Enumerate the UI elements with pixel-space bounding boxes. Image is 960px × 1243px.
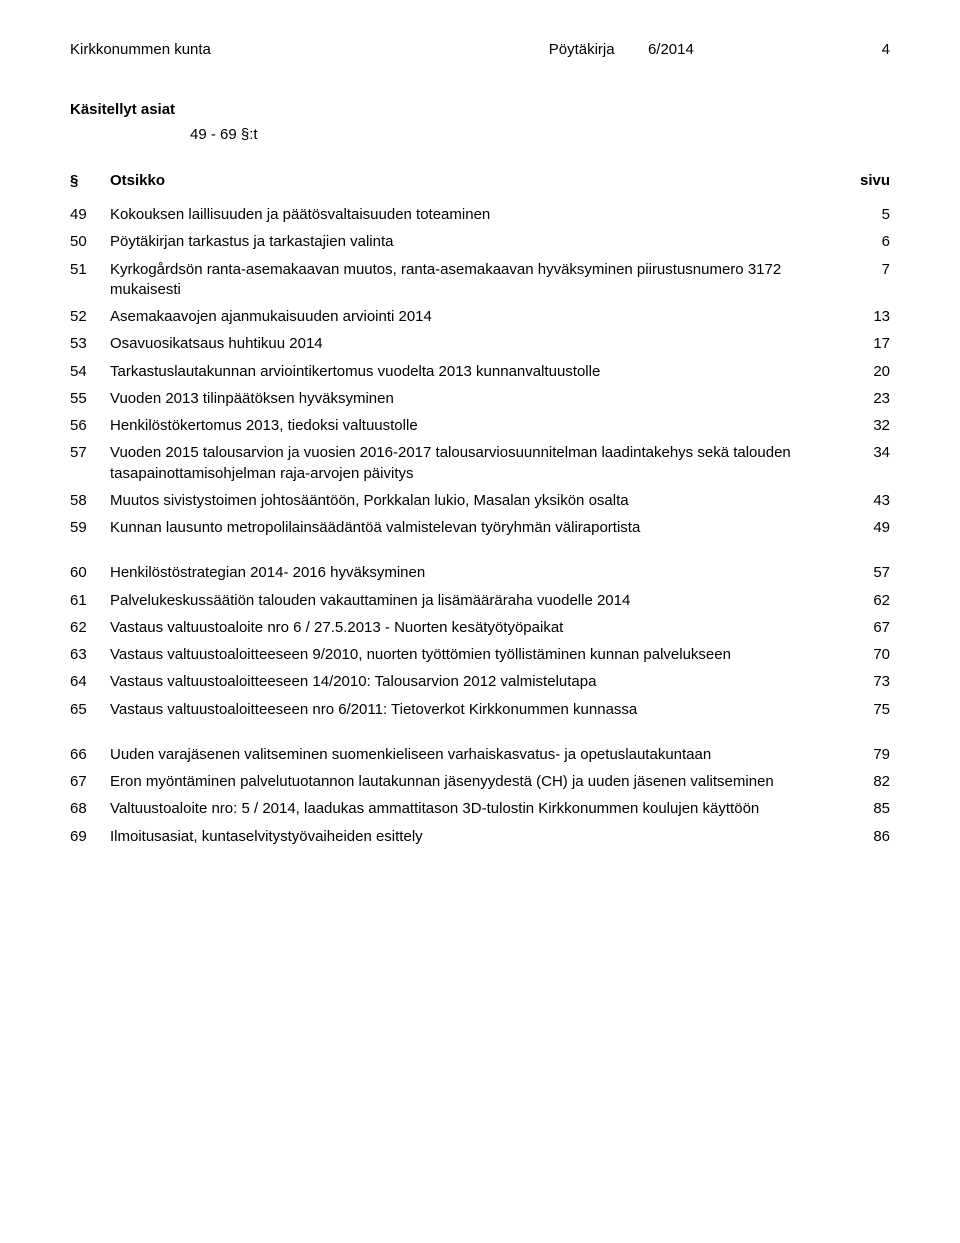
toc-item-number: 49 [70,205,110,225]
toc-item-number: 68 [70,799,110,819]
toc-body: 49Kokouksen laillisuuden ja päätösvaltai… [70,205,890,847]
toc-row: 51Kyrkogårdsön ranta-asemakaavan muutos,… [70,260,890,301]
toc-item-page: 13 [830,307,890,327]
toc-item-title: Pöytäkirjan tarkastus ja tarkastajien va… [110,232,830,252]
group-separator [70,545,890,563]
toc-item-number: 57 [70,443,110,463]
toc-item-page: 43 [830,491,890,511]
toc-row: 68Valtuustoaloite nro: 5 / 2014, laaduka… [70,799,890,819]
toc-item-page: 82 [830,772,890,792]
toc-row: 65Vastaus valtuustoaloitteeseen nro 6/20… [70,700,890,720]
toc-item-title: Vastaus valtuustoaloite nro 6 / 27.5.201… [110,618,830,638]
page-number: 4 [882,40,890,60]
toc-item-number: 62 [70,618,110,638]
toc-item-title: Valtuustoaloite nro: 5 / 2014, laadukas … [110,799,830,819]
toc-item-page: 49 [830,518,890,538]
toc-item-number: 60 [70,563,110,583]
toc-row: 57Vuoden 2015 talousarvion ja vuosien 20… [70,443,890,484]
toc-item-title: Vuoden 2015 talousarvion ja vuosien 2016… [110,443,830,484]
toc-row: 49Kokouksen laillisuuden ja päätösvaltai… [70,205,890,225]
toc-row: 66Uuden varajäsenen valitseminen suomenk… [70,745,890,765]
toc-item-number: 69 [70,827,110,847]
toc-item-page: 34 [830,443,890,463]
toc-item-number: 55 [70,389,110,409]
toc-item-page: 6 [830,232,890,252]
toc-item-title: Vuoden 2013 tilinpäätöksen hyväksyminen [110,389,830,409]
toc-item-title: Ilmoitusasiat, kuntaselvitystyövaiheiden… [110,827,830,847]
toc-row: 54Tarkastuslautakunnan arviointikertomus… [70,362,890,382]
toc-item-page: 57 [830,563,890,583]
toc-item-title: Kokouksen laillisuuden ja päätösvaltaisu… [110,205,830,225]
toc-item-title: Palvelukeskussäätiön talouden vakauttami… [110,591,830,611]
document-header: Kirkkonummen kunta Pöytäkirja 6/2014 4 [70,40,890,60]
col-header-page: sivu [830,171,890,191]
toc-item-page: 73 [830,672,890,692]
toc-item-title: Vastaus valtuustoaloitteeseen nro 6/2011… [110,700,830,720]
toc-item-page: 7 [830,260,890,280]
toc-row: 55Vuoden 2013 tilinpäätöksen hyväksymine… [70,389,890,409]
toc-item-number: 59 [70,518,110,538]
toc-row: 69Ilmoitusasiat, kuntaselvitystyövaiheid… [70,827,890,847]
toc-item-page: 32 [830,416,890,436]
doc-number: 6/2014 [648,41,694,58]
toc-item-page: 75 [830,700,890,720]
toc-item-page: 79 [830,745,890,765]
toc-item-title: Tarkastuslautakunnan arviointikertomus v… [110,362,830,382]
toc-item-number: 66 [70,745,110,765]
toc-item-title: Eron myöntäminen palvelutuotannon lautak… [110,772,830,792]
toc-item-number: 50 [70,232,110,252]
organization-name: Kirkkonummen kunta [70,40,211,60]
toc-item-number: 63 [70,645,110,665]
item-range: 49 - 69 §:t [190,125,890,145]
col-header-symbol: § [70,171,110,191]
toc-item-number: 58 [70,491,110,511]
toc-row: 64Vastaus valtuustoaloitteeseen 14/2010:… [70,672,890,692]
col-header-title: Otsikko [110,171,830,191]
toc-item-title: Kyrkogårdsön ranta-asemakaavan muutos, r… [110,260,830,301]
toc-row: 59Kunnan lausunto metropolilainsäädäntöä… [70,518,890,538]
toc-item-title: Vastaus valtuustoaloitteeseen 14/2010: T… [110,672,830,692]
toc-row: 53Osavuosikatsaus huhtikuu 201417 [70,334,890,354]
toc-item-page: 23 [830,389,890,409]
toc-column-header: § Otsikko sivu [70,171,890,191]
toc-row: 58Muutos sivistystoimen johtosääntöön, P… [70,491,890,511]
toc-item-page: 17 [830,334,890,354]
toc-row: 63Vastaus valtuustoaloitteeseen 9/2010, … [70,645,890,665]
toc-item-title: Uuden varajäsenen valitseminen suomenkie… [110,745,830,765]
toc-item-title: Kunnan lausunto metropolilainsäädäntöä v… [110,518,830,538]
toc-row: 56Henkilöstökertomus 2013, tiedoksi valt… [70,416,890,436]
toc-item-page: 67 [830,618,890,638]
toc-item-title: Vastaus valtuustoaloitteeseen 9/2010, nu… [110,645,830,665]
toc-row: 61Palvelukeskussäätiön talouden vakautta… [70,591,890,611]
toc-item-number: 67 [70,772,110,792]
toc-item-number: 64 [70,672,110,692]
toc-item-number: 65 [70,700,110,720]
toc-item-number: 56 [70,416,110,436]
toc-item-number: 61 [70,591,110,611]
toc-item-page: 62 [830,591,890,611]
doc-type-label: Pöytäkirja [549,41,615,58]
toc-item-title: Osavuosikatsaus huhtikuu 2014 [110,334,830,354]
toc-item-number: 53 [70,334,110,354]
toc-row: 52Asemakaavojen ajanmukaisuuden arvioint… [70,307,890,327]
toc-item-title: Henkilöstöstrategian 2014- 2016 hyväksym… [110,563,830,583]
toc-row: 50Pöytäkirjan tarkastus ja tarkastajien … [70,232,890,252]
toc-item-page: 86 [830,827,890,847]
group-separator [70,727,890,745]
toc-item-title: Henkilöstökertomus 2013, tiedoksi valtuu… [110,416,830,436]
toc-item-page: 70 [830,645,890,665]
toc-item-page: 20 [830,362,890,382]
toc-item-page: 5 [830,205,890,225]
document-type: Pöytäkirja 6/2014 [549,40,694,60]
toc-item-number: 52 [70,307,110,327]
toc-item-page: 85 [830,799,890,819]
toc-item-number: 54 [70,362,110,382]
toc-item-title: Muutos sivistystoimen johtosääntöön, Por… [110,491,830,511]
toc-item-number: 51 [70,260,110,280]
toc-row: 60Henkilöstöstrategian 2014- 2016 hyväks… [70,563,890,583]
toc-item-title: Asemakaavojen ajanmukaisuuden arviointi … [110,307,830,327]
toc-row: 62Vastaus valtuustoaloite nro 6 / 27.5.2… [70,618,890,638]
toc-row: 67Eron myöntäminen palvelutuotannon laut… [70,772,890,792]
section-title: Käsitellyt asiat [70,100,890,120]
